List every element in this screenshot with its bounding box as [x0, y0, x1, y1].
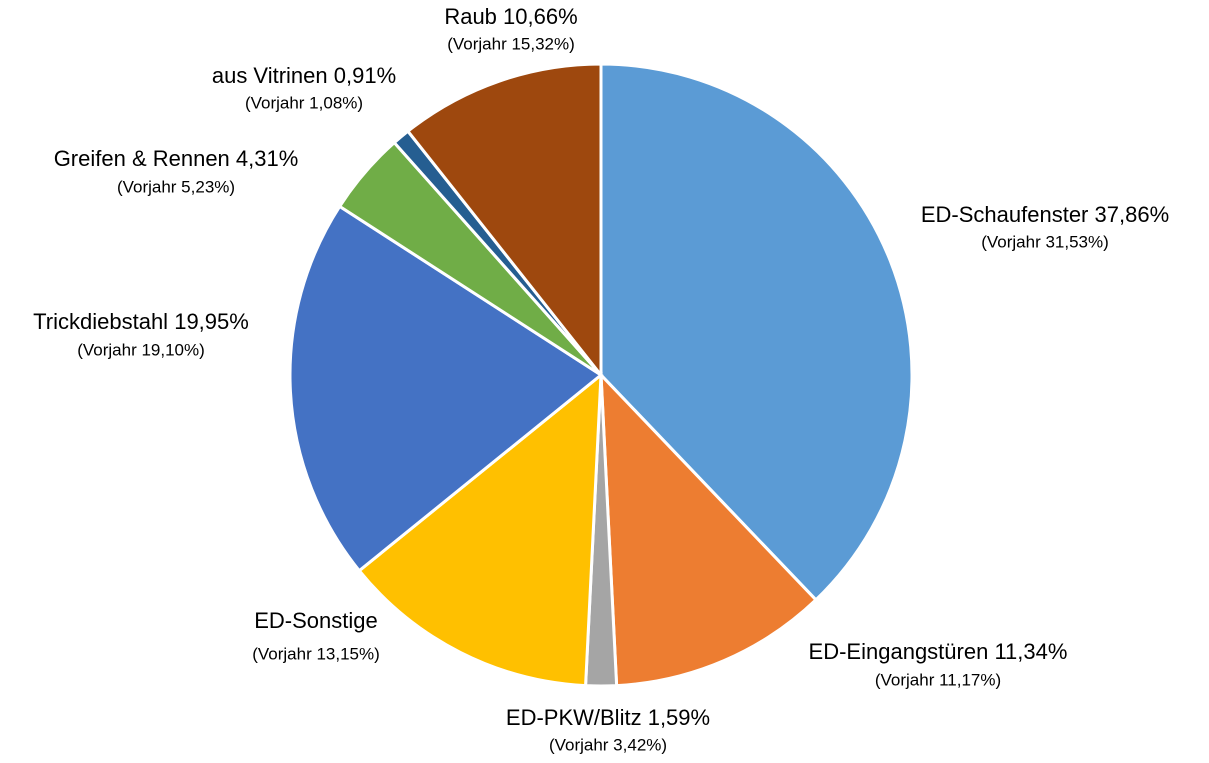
category-name: Greifen & Rennen — [54, 146, 230, 171]
slice-label: Raub 10,66% — [444, 4, 577, 29]
pie-slice — [288, 204, 604, 573]
slice-label: aus Vitrinen 0,91% — [212, 63, 396, 88]
slice-label: ED-Eingangstüren 11,34% — [809, 639, 1068, 664]
previous-label: (Vorjahr 31,53%) — [981, 232, 1109, 251]
previous-label: (Vorjahr 1,08%) — [245, 93, 363, 112]
slice-label: ED-Schaufenster 37,86% — [921, 202, 1169, 227]
pie-slice — [357, 371, 603, 688]
slice-label: Trickdiebstahl 19,95% — [33, 309, 249, 334]
previous-label: (Vorjahr 3,42%) — [549, 735, 667, 754]
previous-label: (Vorjahr 11,17%) — [875, 670, 1001, 689]
previous-label: (Vorjahr 19,10%) — [77, 340, 205, 359]
value-label: 11,34% — [994, 639, 1067, 664]
category-name: aus Vitrinen — [212, 63, 328, 88]
value-label: 0,91% — [334, 63, 396, 88]
value-label: 19,95% — [174, 309, 249, 334]
value-label: 37,86% — [1095, 202, 1170, 227]
pie-slice — [599, 371, 819, 688]
previous-label: (Vorjahr 5,23%) — [117, 177, 235, 196]
category-name: Trickdiebstahl — [33, 309, 168, 334]
slice-label: Greifen & Rennen 4,31% — [54, 146, 299, 171]
category-name: ED-PKW/Blitz — [506, 705, 642, 730]
pie-slice — [599, 62, 914, 602]
category-name: ED-Schaufenster — [921, 202, 1089, 227]
pie-slice — [405, 62, 603, 380]
category-name: ED-Sonstige — [254, 608, 378, 633]
value-label: 1,59% — [648, 705, 710, 730]
value-label: 4,31% — [236, 146, 298, 171]
previous-label: (Vorjahr 13,15%) — [252, 644, 380, 663]
slice-label: ED-PKW/Blitz 1,59% — [506, 705, 710, 730]
previous-label: (Vorjahr 15,32%) — [447, 34, 575, 53]
value-label: 10,66% — [503, 4, 578, 29]
category-name: ED-Eingangstüren — [809, 639, 989, 664]
slice-label: ED-Sonstige — [254, 608, 378, 633]
category-name: Raub — [444, 4, 497, 29]
